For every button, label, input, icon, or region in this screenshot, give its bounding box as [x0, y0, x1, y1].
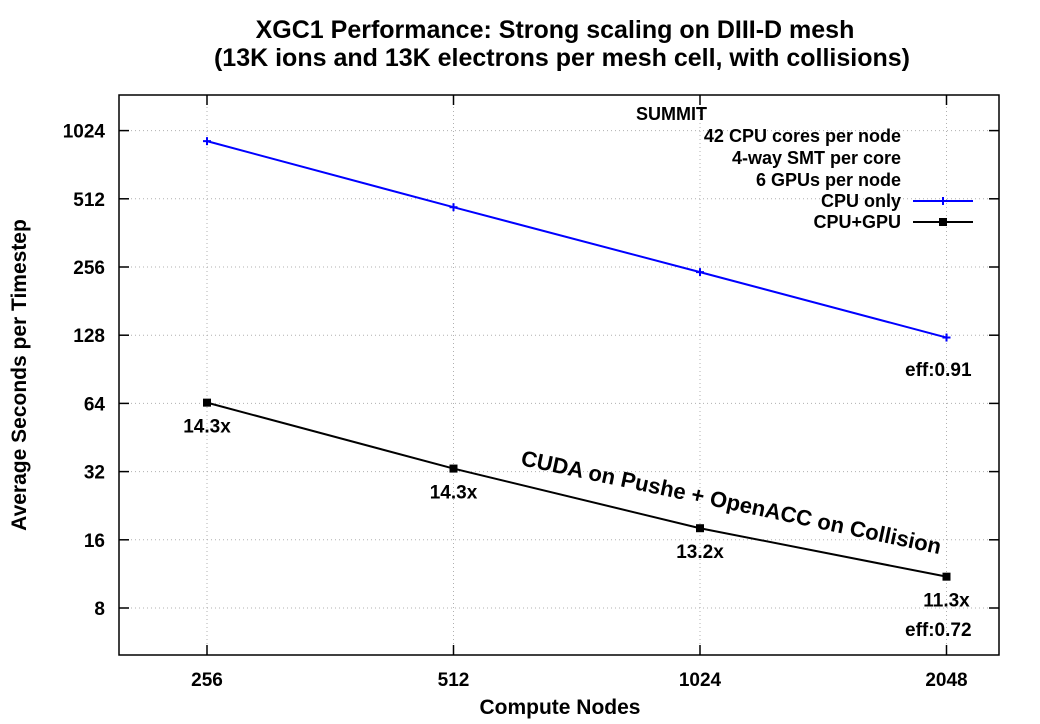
speedup-label-256: 14.3x	[183, 417, 231, 438]
legend-swatches	[913, 197, 973, 226]
chart-title: XGC1 Performance: Strong scaling on DIII…	[256, 16, 855, 44]
legend-header-2: 42 CPU cores per node	[704, 126, 901, 146]
point-cpu-gpu-256	[203, 398, 211, 407]
point-cpu-only-256	[203, 137, 211, 146]
series-lines	[203, 137, 951, 581]
y-tick-label-8: 8	[94, 599, 105, 620]
y-tick-label-32: 32	[84, 463, 105, 484]
y-axis: 8 16 32 64 128 256 512 1024	[63, 122, 999, 620]
chart-subtitle: (13K ions and 13K electrons per mesh cel…	[214, 44, 910, 72]
point-cpu-only-1024	[696, 268, 704, 277]
speedup-label-512: 14.3x	[430, 483, 478, 504]
x-tick-label-1024: 1024	[679, 670, 722, 691]
speedup-label-2048: 11.3x	[923, 591, 970, 612]
legend-label-gpu: CPU+GPU	[813, 212, 901, 232]
series-line-cpu-gpu	[206, 401, 947, 578]
plot-frame	[118, 94, 1000, 656]
speedup-labels: 14.3x 14.3x 13.2x 11.3x	[183, 417, 970, 612]
grid-lines	[119, 95, 999, 655]
x-tick-label-256: 256	[191, 670, 223, 691]
y-axis-label: Average Seconds per Timestep	[8, 219, 31, 531]
method-annotation: CUDA on Pushe + OpenACC on Collision	[519, 445, 944, 559]
x-tick-label-2048: 2048	[925, 670, 967, 691]
point-cpu-gpu-2048	[942, 572, 951, 581]
annotations: eff:0.91 eff:0.72 CUDA on Pushe + OpenAC…	[183, 360, 972, 641]
legend-header-3: 4-way SMT per core	[732, 148, 901, 168]
x-tick-label-512: 512	[438, 670, 470, 691]
y-tick-label-64: 64	[84, 394, 106, 415]
gpu-efficiency-label: eff:0.72	[905, 620, 972, 641]
point-cpu-gpu-1024	[696, 524, 704, 533]
series-line-cpu-only	[206, 140, 947, 339]
y-tick-label-1024: 1024	[63, 122, 106, 143]
y-tick-label-128: 128	[73, 326, 105, 347]
y-tick-label-256: 256	[73, 258, 105, 279]
legend-header-1: SUMMIT	[636, 104, 707, 124]
y-tick-label-512: 512	[73, 190, 105, 211]
y-tick-label-16: 16	[84, 531, 105, 552]
legend: SUMMIT 42 CPU cores per node 4-way SMT p…	[636, 104, 973, 232]
legend-header-4: 6 GPUs per node	[756, 170, 901, 190]
point-cpu-only-512	[449, 203, 458, 212]
speedup-label-1024: 13.2x	[676, 542, 724, 563]
x-axis: 256 512 1024 2048	[191, 95, 968, 691]
legend-label-cpu: CPU only	[821, 191, 901, 211]
x-axis-label: Compute Nodes	[479, 696, 640, 719]
legend-marker-cpu-gpu	[939, 218, 947, 226]
cpu-efficiency-label: eff:0.91	[905, 360, 972, 381]
point-cpu-gpu-512	[449, 464, 458, 473]
point-cpu-only-2048	[942, 333, 951, 342]
